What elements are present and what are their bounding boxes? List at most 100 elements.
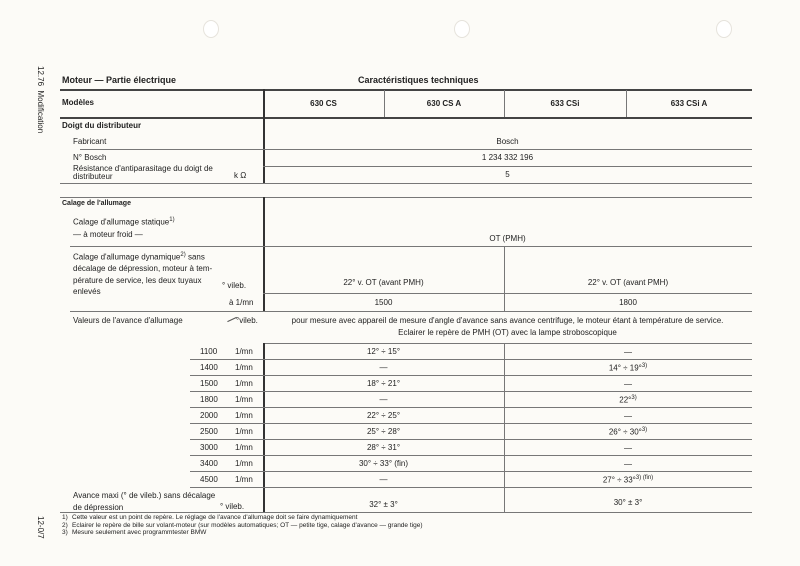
revision-date: 12.76 [36, 66, 45, 87]
max-advance-630: 32° ± 3° [369, 500, 398, 509]
advance-rpm: 1400 [200, 363, 218, 372]
advance-note-2: Eclairer le repère de PMH (OT) avec la l… [398, 328, 617, 337]
side-revision: 12.76 Modification [36, 66, 45, 133]
text-span: Cette valeur est un point de repère. Le … [72, 514, 358, 521]
text-span: 3) [631, 395, 637, 401]
table-rule [60, 89, 752, 91]
row-divider [190, 487, 752, 488]
static-timing-value: OT (PMH) [489, 234, 526, 243]
advance-rpm-unit: 1/mn [235, 347, 253, 356]
text-span: 2) [180, 252, 186, 258]
row-divider [190, 391, 752, 392]
number-value: 1 234 332 196 [481, 153, 534, 162]
advance-rpm-unit: 1/mn [235, 363, 253, 372]
text-span: — [624, 347, 632, 357]
static-timing-label: Calage d'allumage statique1) — à moteur f… [73, 214, 175, 241]
rpm-value-630: 1500 [374, 298, 393, 307]
text-span: 1) [169, 217, 175, 223]
advance-rpm: 1800 [200, 395, 218, 404]
advance-note-1: pour mesure avec appareil de mesure d'an… [291, 316, 724, 325]
text-span: — [624, 443, 632, 453]
table-rule [504, 90, 505, 117]
row-divider [190, 359, 752, 360]
timing-heading: Calage de l'allumage [62, 200, 131, 207]
section-title: Moteur — Partie électrique [62, 75, 177, 85]
advance-value-633: — [504, 411, 752, 421]
models-label: Modèles [62, 98, 95, 107]
max-advance-unit: ° vileb. [220, 502, 245, 511]
advance-value-630: — [379, 395, 388, 404]
text-span: — à moteur froid — [73, 229, 143, 239]
table-rule [263, 343, 752, 344]
advance-value-633: 14° ÷ 19°3) [504, 363, 752, 373]
table-rule [60, 183, 752, 184]
footnote: 1) Cette valeur est un point de repère. L… [62, 514, 423, 522]
model-630csa: 630 CS A [426, 99, 462, 108]
model-633csi: 633 CSi [550, 99, 580, 108]
advance-rpm-unit: 1/mn [235, 395, 253, 404]
text-span: 14° ÷ 19° [608, 363, 642, 373]
row-divider [190, 455, 752, 456]
row-divider [190, 375, 752, 376]
text-span: distributeur [73, 172, 113, 181]
text-span: 22° [619, 395, 632, 405]
distributor-heading: Doigt du distributeur [62, 121, 142, 130]
advance-rpm-unit: 1/mn [235, 443, 253, 452]
advance-value-630: 12° ÷ 15° [366, 347, 401, 356]
table-rule [70, 246, 752, 247]
max-advance-label: Avance maxi (° de vileb.) sans décalage d… [73, 490, 215, 514]
dynamic-timing-label: Calage d'allumage dynamique2) sans décala… [73, 250, 212, 298]
text-span: 3) [641, 363, 648, 369]
text-span: Calage d'allumage dynamique [73, 252, 181, 262]
advance-value-630: — [379, 363, 388, 372]
modification-label: Modification [36, 90, 45, 134]
rpm-value-633: 1800 [619, 298, 637, 307]
table-rule [626, 90, 627, 117]
dynamic-value-630: 22° v. OT (avant PMH) [343, 278, 424, 287]
row-divider [190, 423, 752, 424]
advance-value-633: — [504, 347, 752, 357]
text-span: Calage d'allumage statique [73, 217, 170, 227]
side-page-number: 12-0/7 [36, 516, 45, 539]
table-rule [263, 89, 265, 183]
text-span: de dépression [73, 503, 124, 512]
footnotes: 1) Cette valeur est un point de repère. L… [62, 514, 423, 537]
text-span: 3) [641, 427, 648, 433]
advance-value-633: — [504, 379, 752, 389]
advance-value-633: — [504, 459, 752, 469]
text-span: Mesure seulement avec programmtester BMW [72, 529, 207, 536]
number-label: N° Bosch [73, 153, 107, 162]
advance-rpm: 4500 [200, 475, 218, 484]
model-630cs: 630 CS [310, 99, 337, 108]
text-span: Résistance d'antiparasitage du doigt de [73, 164, 213, 173]
row-divider [190, 439, 752, 440]
text-span: — [624, 379, 632, 389]
advance-value-633: — [504, 443, 752, 453]
text-span: Avance maxi (° de vileb.) sans décalage [73, 491, 216, 500]
text-span: Eclairer le repère de bille sur volant-m… [72, 521, 423, 529]
resistance-value: 5 [505, 170, 510, 179]
table-rule [384, 90, 385, 117]
maker-label: Fabricant [73, 137, 107, 146]
resistance-unit: k Ω [234, 171, 247, 180]
advance-label: Valeurs de l'avance d'allumage [73, 316, 183, 325]
advance-rpm: 1100 [200, 347, 218, 356]
rpm-unit: à 1/mn [229, 298, 254, 307]
punch-hole [454, 20, 470, 38]
advance-value-630: 22° ÷ 25° [366, 411, 401, 420]
table-rule [60, 197, 752, 198]
text-span: 27° ÷ 33° [602, 475, 636, 485]
advance-unit: °vileb. [236, 316, 258, 325]
text-span: 3) (fin) [635, 475, 654, 481]
text-span: sans [187, 252, 205, 262]
dynamic-unit: ° vileb. [222, 281, 247, 290]
advance-rpm: 2000 [200, 411, 218, 420]
text-span: 3) [62, 529, 68, 536]
resistance-label: Résistance d'antiparasitage du doigt de d… [73, 165, 213, 181]
advance-value-633: 27° ÷ 33°3) (fin) [504, 475, 752, 485]
text-span: 1) [62, 514, 68, 521]
punch-hole [203, 20, 219, 38]
text-span: pérature de service, les deux tuyaux [73, 275, 202, 285]
model-633csia: 633 CSi A [670, 99, 708, 108]
